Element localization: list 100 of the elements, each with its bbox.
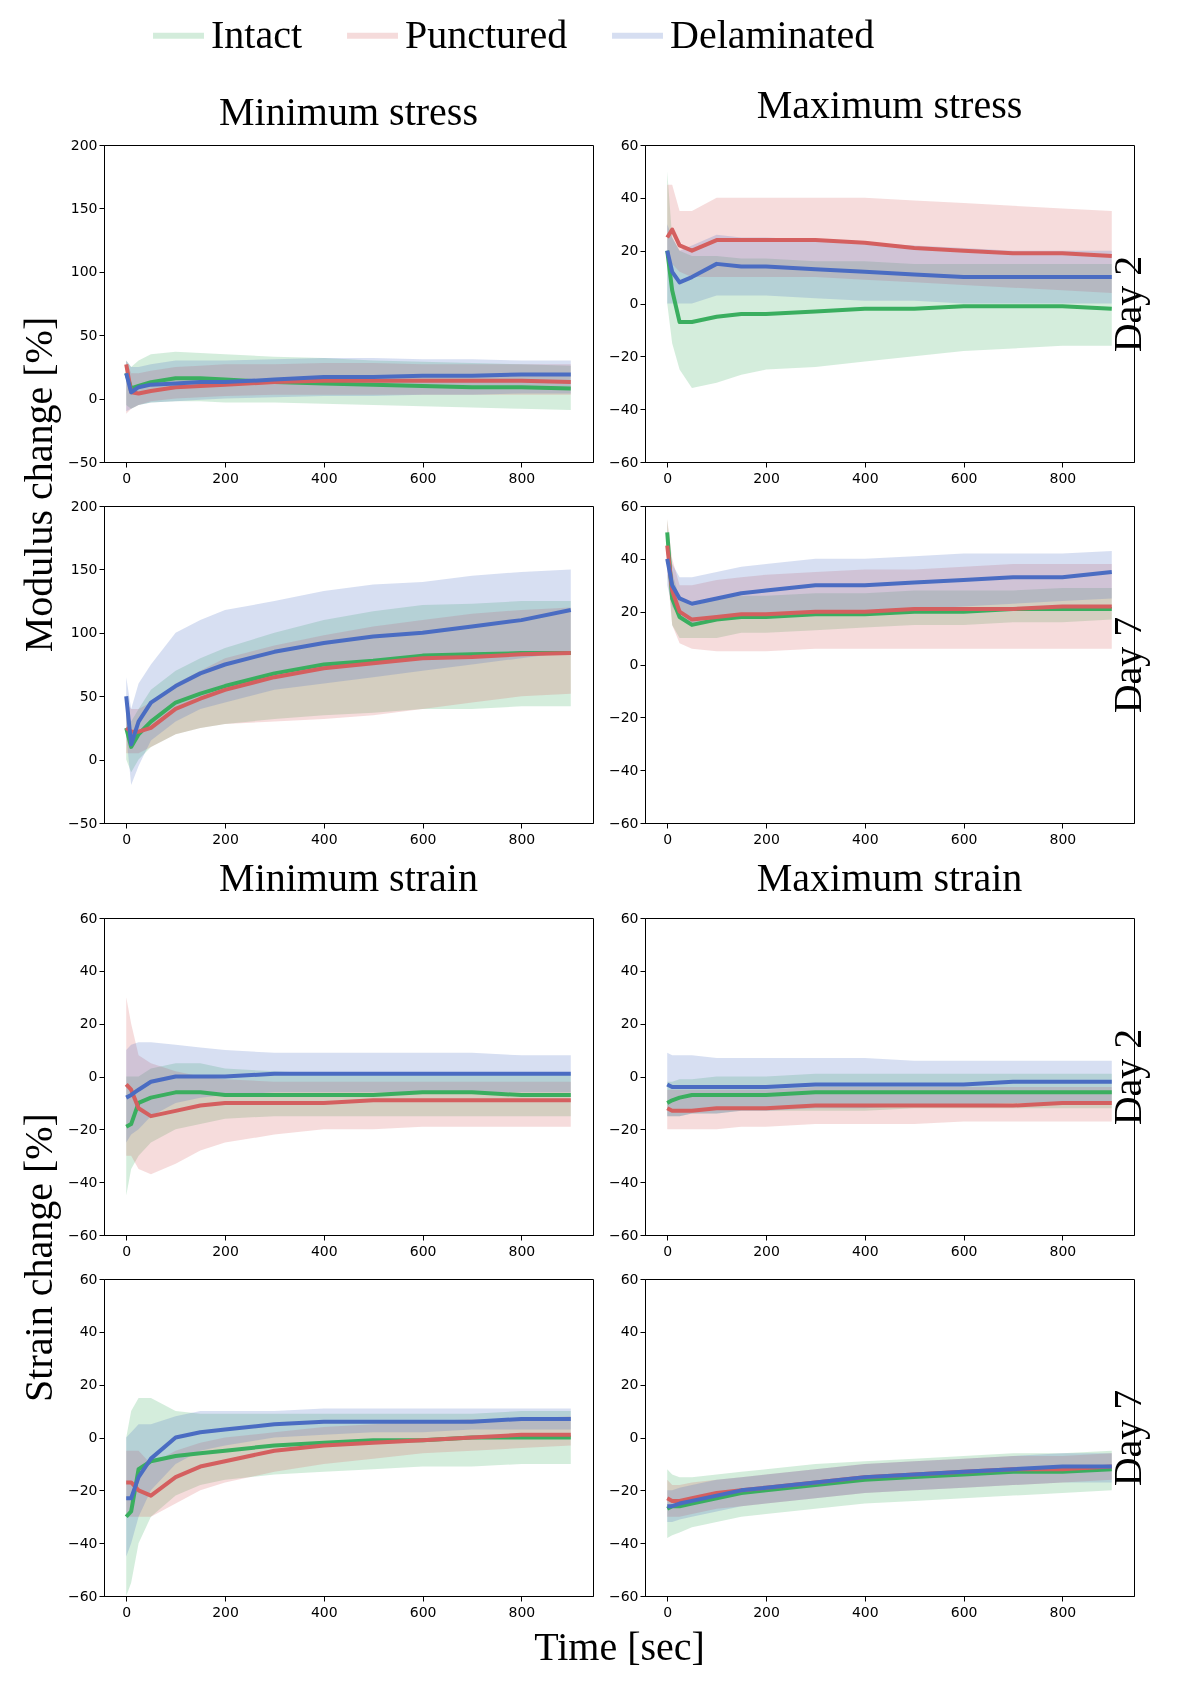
line-series (665, 1090, 1114, 1105)
x-axis-title: Time [sec] (534, 1623, 705, 1669)
y-tick-label: 200 (70, 136, 98, 153)
line-series (124, 1090, 573, 1129)
x-tick-label: 200 (753, 1242, 780, 1259)
legend-label: Punctured (405, 11, 568, 57)
y-tick-label: −20 (67, 1120, 98, 1137)
x-tick-label: 200 (212, 1242, 239, 1259)
line-series (124, 1417, 573, 1501)
y-tick-label: −20 (67, 1481, 98, 1498)
y-tick-label: −50 (67, 453, 98, 470)
x-tick-label: 0 (663, 469, 673, 486)
x-tick-label: 200 (753, 469, 780, 486)
y2-axis-title: Day 7 (1104, 616, 1150, 714)
y-tick-label: −60 (608, 1587, 639, 1604)
y-tick-label: 20 (620, 603, 639, 620)
y-axis-title: Modulus change [%] (15, 316, 61, 653)
x-tick-label: 800 (508, 1242, 536, 1259)
y-tick-label: 0 (88, 390, 98, 407)
y-tick-label: −40 (67, 1534, 98, 1551)
legend-label: Intact (211, 11, 303, 57)
x-tick-label: 0 (122, 1242, 132, 1259)
y-tick-label: −60 (608, 453, 639, 470)
y2-axis-title: Day 2 (1104, 1028, 1150, 1126)
y-tick-label: 60 (620, 1270, 639, 1287)
x-tick-label: 400 (310, 830, 338, 847)
y-tick-label: −20 (608, 1481, 639, 1498)
chart-title: Maximum stress (756, 82, 1023, 127)
y-tick-label: 60 (79, 909, 98, 926)
x-tick-label: 800 (508, 469, 536, 486)
y-tick-label: 40 (620, 550, 639, 567)
legend-label: Delaminated (670, 11, 875, 57)
x-tick-label: 800 (508, 830, 536, 847)
line-series (124, 1082, 573, 1119)
y-tick-label: −40 (608, 1534, 639, 1551)
x-tick-label: 800 (1049, 1242, 1077, 1259)
x-tick-label: 800 (1049, 1603, 1077, 1620)
y-tick-label: 50 (79, 326, 98, 343)
x-tick-label: 0 (122, 830, 132, 847)
x-tick-label: 200 (753, 830, 780, 847)
y-tick-label: −60 (608, 814, 639, 831)
x-tick-label: 400 (310, 1603, 338, 1620)
x-tick-label: 400 (851, 1242, 879, 1259)
y-tick-label: 200 (70, 497, 98, 514)
y-tick-label: 100 (70, 263, 98, 280)
y-tick-label: 0 (629, 295, 639, 311)
y-tick-label: 0 (629, 1068, 639, 1084)
x-tick-label: 400 (851, 830, 879, 847)
y-tick-label: −20 (608, 347, 639, 364)
y-tick-label: 60 (620, 909, 639, 926)
y-tick-label: 40 (620, 1323, 639, 1340)
line-series (124, 362, 573, 396)
y-tick-label: 40 (79, 1323, 98, 1340)
x-tick-label: 600 (950, 1242, 978, 1259)
line-series (665, 227, 1114, 258)
y2-axis-title: Day 7 (1104, 1389, 1150, 1487)
y-tick-label: −60 (67, 1587, 98, 1604)
x-tick-label: 600 (950, 1603, 978, 1620)
y2-axis-title: Day 2 (1104, 255, 1150, 353)
x-tick-label: 200 (212, 830, 239, 847)
x-tick-label: 400 (851, 1603, 879, 1620)
x-tick-label: 800 (1049, 469, 1077, 486)
chart-title: Maximum strain (756, 855, 1023, 900)
y-tick-label: 20 (620, 1376, 639, 1393)
y-tick-label: 20 (620, 1015, 639, 1032)
y-tick-label: −50 (67, 814, 98, 831)
x-tick-label: 600 (409, 1603, 437, 1620)
y-tick-label: −20 (608, 1120, 639, 1137)
chart-title: Minimum strain (219, 855, 478, 900)
x-tick-label: 800 (508, 1603, 536, 1620)
y-tick-label: 150 (70, 199, 98, 216)
x-tick-label: 400 (310, 1242, 338, 1259)
y-tick-label: 20 (620, 242, 639, 259)
y-tick-label: 40 (620, 189, 639, 206)
x-tick-label: 400 (851, 469, 879, 486)
y-tick-label: 60 (620, 136, 639, 153)
y-tick-label: 0 (629, 656, 639, 672)
x-tick-label: 200 (212, 469, 239, 486)
y-tick-label: 0 (88, 751, 98, 768)
x-tick-label: 200 (212, 1603, 239, 1620)
y-tick-label: 40 (620, 962, 639, 979)
line-series (124, 1432, 573, 1498)
x-tick-label: 600 (950, 830, 978, 847)
y-tick-label: 20 (79, 1376, 98, 1393)
x-tick-label: 0 (663, 830, 673, 847)
y-tick-label: 50 (79, 687, 98, 704)
y-tick-label: 150 (70, 560, 98, 577)
x-tick-label: 800 (1049, 830, 1077, 847)
y-tick-label: 60 (79, 1270, 98, 1287)
y-tick-label: −40 (608, 1173, 639, 1190)
y-tick-label: −40 (67, 1173, 98, 1190)
chart-title: Minimum stress (219, 89, 478, 134)
y-tick-label: −60 (608, 1226, 639, 1243)
y-tick-label: 40 (79, 962, 98, 979)
y-tick-label: −20 (608, 708, 639, 725)
x-tick-label: 0 (122, 469, 132, 486)
x-tick-label: 600 (950, 469, 978, 486)
y-tick-label: 20 (79, 1015, 98, 1032)
x-tick-label: 600 (409, 469, 437, 486)
y-tick-label: 0 (88, 1068, 98, 1084)
